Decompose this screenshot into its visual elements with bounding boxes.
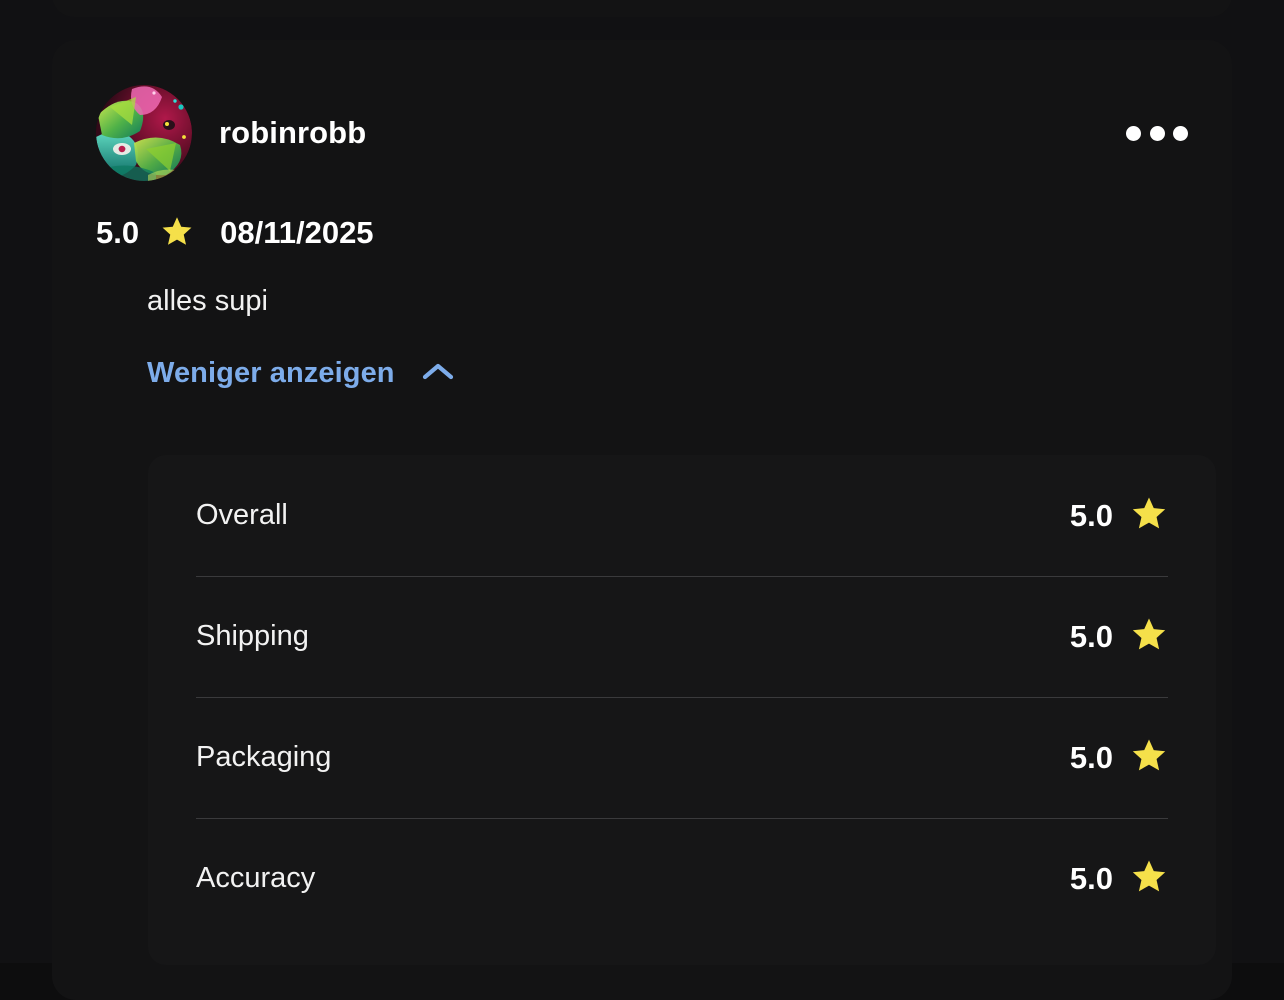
review-text: alles supi [147,285,268,317]
rating-row-label: Shipping [196,620,309,652]
star-icon [1130,858,1168,900]
previous-review-card [52,0,1232,17]
avatar[interactable] [96,85,192,181]
rating-row: Accuracy 5.0 [196,818,1168,939]
review-rating-line: 5.0 08/11/2025 [96,210,374,256]
rating-row-value-group: 5.0 [1070,857,1168,900]
star-icon [1130,616,1168,658]
avatar-image [96,85,192,181]
more-horizontal-icon[interactable] [1126,118,1188,148]
rating-row-value-group: 5.0 [1070,736,1168,779]
rating-row: Packaging 5.0 [196,697,1168,818]
rating-row-value-group: 5.0 [1070,615,1168,658]
star-icon [1130,737,1168,779]
review-score: 5.0 [96,215,140,250]
menu-dot [1126,125,1141,141]
toggle-details-button[interactable]: Weniger anzeigen [147,352,455,394]
rating-row-label: Overall [196,499,288,531]
rating-row: Shipping 5.0 [196,576,1168,697]
star-icon [1130,495,1168,537]
toggle-details-label: Weniger anzeigen [147,356,395,389]
review-date: 08/11/2025 [220,215,374,250]
star-icon [160,215,194,253]
rating-row-value-group: 5.0 [1070,494,1168,537]
ratings-breakdown: Overall 5.0 Shipping 5.0 Pac [148,455,1216,965]
chevron-up-icon [421,361,455,388]
review-page: robinrobb 5.0 08/11/2025 alles supi Weni… [52,0,1232,896]
review-header: robinrobb [96,85,1188,181]
rating-row-label: Accuracy [196,862,316,894]
rating-row-label: Packaging [196,741,332,773]
rating-row-value: 5.0 [1069,497,1113,533]
rating-row: Overall 5.0 [196,455,1168,576]
rating-row-value: 5.0 [1069,618,1113,654]
rating-row-value: 5.0 [1069,739,1113,775]
menu-dot [1149,125,1165,141]
rating-row-value: 5.0 [1069,860,1113,896]
review-card: robinrobb 5.0 08/11/2025 alles supi Weni… [52,40,1232,1000]
username[interactable]: robinrobb [219,115,367,150]
menu-dot [1173,125,1188,141]
